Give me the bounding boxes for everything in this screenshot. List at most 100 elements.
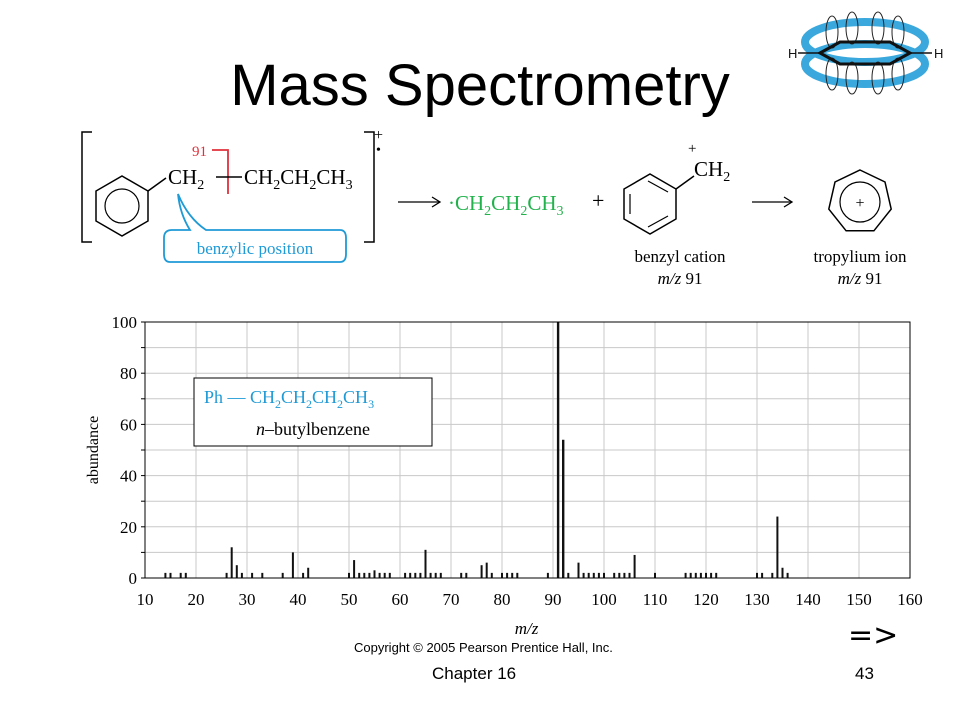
spectrum-peak (414, 572, 417, 578)
spectrum-peak (654, 572, 656, 578)
spectrum-peak (684, 572, 687, 578)
x-tick-label: 120 (693, 590, 719, 609)
spectrum-peak (556, 322, 560, 578)
cleavage-line (212, 149, 229, 194)
compound-name: n–butylbenzene (256, 419, 370, 439)
spectrum-peak (699, 572, 702, 578)
spectrum-peak (710, 572, 713, 578)
x-tick-label: 90 (545, 590, 562, 609)
left-bracket (81, 131, 92, 243)
spectrum-peak (419, 572, 422, 578)
y-tick-label: 20 (120, 518, 137, 537)
spectrum-peak (348, 572, 350, 578)
spectrum-peak (164, 572, 167, 578)
tropylium-charge: + (855, 195, 864, 212)
benzylic-callout-text: benzylic position (197, 239, 314, 258)
x-tick-label: 130 (744, 590, 770, 609)
spectrum-peak (439, 572, 442, 578)
next-slide-link[interactable]: => (848, 618, 899, 653)
spectrum-peak (689, 572, 692, 578)
slide-title: Mass Spectrometry (230, 53, 730, 118)
spectrum-peak (378, 572, 381, 578)
x-tick-label: 60 (392, 590, 409, 609)
spectrum-peak (235, 565, 238, 578)
spectrum-peak (363, 572, 366, 578)
spectrum-peak (358, 572, 361, 578)
spectrum-peak (567, 572, 570, 578)
spectrum-peak (546, 572, 549, 578)
spectrum-peak (404, 572, 407, 578)
spectrum-peak (715, 572, 718, 578)
x-tick-label: 40 (290, 590, 307, 609)
x-tick-label: 10 (137, 590, 154, 609)
benzyl-charge: + (688, 141, 696, 157)
spectrum-peak (587, 572, 590, 578)
arrow-2 (783, 196, 794, 208)
spectrum-peak (603, 572, 605, 578)
radical-dot: • (376, 143, 381, 158)
spectrum-peak (781, 567, 784, 578)
spectrum-peak (184, 572, 187, 578)
x-tick-label: 20 (188, 590, 205, 609)
tropylium-ring (827, 169, 893, 232)
benzene-orbital-icon: H H (788, 11, 943, 95)
spectrum-peak (281, 572, 284, 578)
spectrum-peak (511, 572, 514, 578)
butyl-chain: CH2CH2CH3 (244, 165, 353, 193)
spectrum-peak (240, 572, 243, 578)
spectrum-peak (179, 572, 182, 578)
spectrum-peak (597, 572, 600, 578)
fragmentation-scheme: + • CH2 91 CH2CH2CH3 benzylic position ·… (81, 127, 907, 288)
spectrum-peak (705, 572, 707, 578)
spectrum-peak (225, 572, 228, 578)
spectrum-peak (628, 572, 631, 578)
spectrum-peak (368, 572, 371, 578)
y-tick-label: 80 (120, 364, 137, 383)
spectrum-peak (302, 572, 305, 578)
spectrum-peak (577, 562, 580, 578)
benzyl-mz: m/z 91 (658, 269, 703, 288)
footer-page-number: 43 (855, 664, 874, 683)
compound-box (193, 377, 433, 447)
copyright-notice: Copyright © 2005 Pearson Prentice Hall, … (354, 640, 613, 655)
spectrum-peak (261, 572, 264, 578)
spectrum-peak (490, 572, 493, 578)
y-tick-label: 60 (120, 415, 137, 434)
compound-formula: Ph — CH2CH2CH2CH3 (204, 387, 374, 411)
spectrum-peak (623, 572, 626, 578)
fragment-mass-label: 91 (192, 144, 207, 160)
x-tick-label: 140 (795, 590, 821, 609)
spectrum-peak (291, 552, 294, 578)
spectrum-peak (613, 572, 616, 578)
spectrum-peak (429, 572, 432, 578)
tropylium-mz: m/z 91 (838, 269, 883, 288)
radical-cation-charge: + (374, 127, 383, 144)
benzyl-ring (623, 173, 677, 235)
benzene-ring (95, 175, 149, 237)
spectrum-peak (230, 547, 233, 578)
x-tick-label: 70 (443, 590, 460, 609)
spectrum-peak (756, 572, 758, 578)
spectrum-peak (633, 554, 636, 578)
spectrum-peak (506, 572, 509, 578)
spectrum-peak (618, 572, 621, 578)
x-tick-label: 80 (494, 590, 511, 609)
footer-chapter: Chapter 16 (432, 664, 517, 683)
spectrum-peak (501, 572, 503, 578)
x-tick-label: 110 (643, 590, 668, 609)
x-axis-label: m/z (515, 619, 539, 638)
ch2-group: CH2 (168, 165, 204, 193)
spectrum-peak (562, 439, 565, 578)
spectrum-peak (485, 562, 488, 578)
spectrum-peak (434, 572, 437, 578)
spectrum-peak (460, 572, 463, 578)
spectrum-peak (582, 572, 585, 578)
right-bracket (364, 131, 375, 243)
propyl-radical: ·CH2CH2CH3 (448, 191, 564, 219)
svg-text:H: H (934, 46, 943, 61)
spectrum-peak (786, 572, 789, 578)
benzyl-ch2: CH2 (694, 157, 730, 185)
spectrum-peak (761, 572, 764, 578)
spectrum-peak (383, 572, 386, 578)
benzyl-label: benzyl cation (634, 247, 726, 266)
